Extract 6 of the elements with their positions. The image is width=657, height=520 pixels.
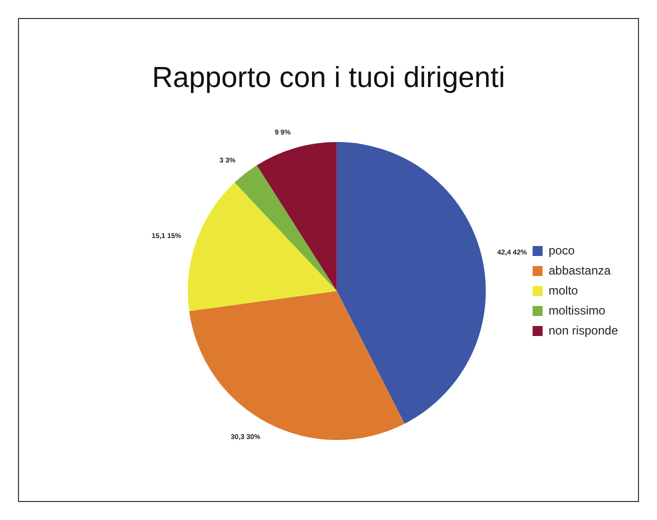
- legend-label: poco: [548, 243, 575, 258]
- legend-label: molto: [548, 283, 578, 298]
- legend-label: non risponde: [548, 323, 618, 338]
- chart-title: Rapporto con i tuoi dirigenti: [150, 62, 506, 95]
- legend-label: abbastanza: [548, 263, 611, 278]
- legend-label: moltissimo: [548, 303, 606, 318]
